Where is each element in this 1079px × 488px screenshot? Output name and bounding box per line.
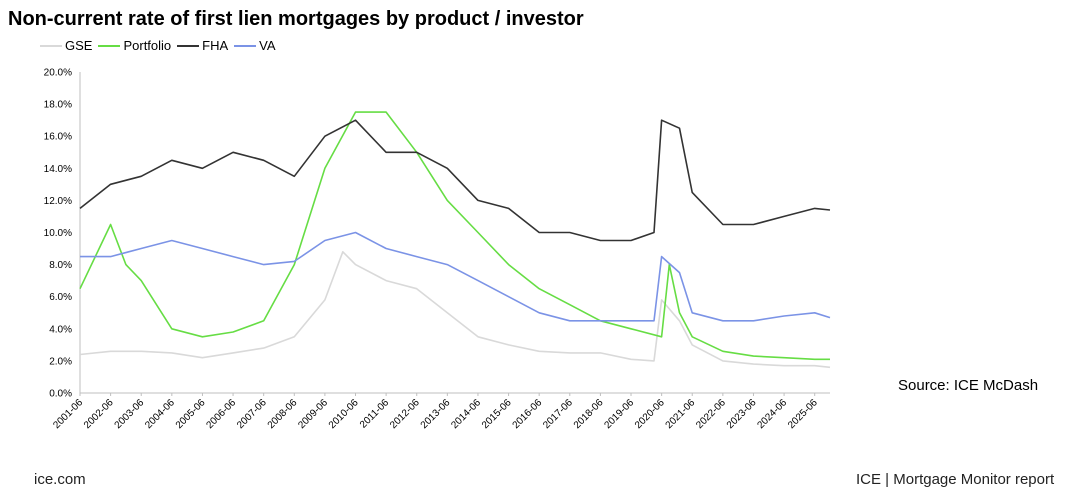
x-tick-label: 2004-06 (143, 397, 177, 431)
chart-title: Non-current rate of first lien mortgages… (8, 8, 584, 30)
y-tick-label: 12.0% (44, 196, 72, 207)
x-tick-label: 2014-06 (449, 397, 483, 431)
legend-label: FHA (202, 38, 229, 53)
legend-item-fha: FHA (177, 38, 228, 53)
x-tick-label: 2011-06 (358, 397, 392, 431)
x-tick-label: 2006-06 (204, 397, 238, 431)
footer-site: ice.com (34, 471, 86, 488)
legend-swatch (177, 44, 200, 47)
x-tick-label: 2016-06 (511, 397, 545, 431)
x-tick-label: 2022-06 (694, 397, 728, 431)
x-tick-label: 2007-06 (235, 397, 269, 431)
x-tick-label: 2008-06 (266, 397, 300, 431)
x-tick-label: 2012-06 (388, 397, 422, 431)
y-tick-label: 8.0% (49, 260, 72, 271)
legend-item-gse: GSE (40, 38, 92, 53)
x-tick-label: 2005-06 (174, 397, 208, 431)
source-note: Source: ICE McDash (898, 377, 1039, 394)
x-tick-label: 2019-06 (602, 397, 636, 431)
x-tick-label: 2001-06 (51, 397, 85, 431)
x-tick-label: 2021-06 (664, 397, 698, 431)
legend-swatch (98, 44, 121, 47)
chart-legend: GSE Portfolio FHA VA (40, 38, 276, 53)
x-tick-label: 2015-06 (480, 397, 514, 431)
x-tick-label: 2020-06 (633, 397, 667, 431)
x-tick-label: 2013-06 (419, 397, 453, 431)
series-line-gse (79, 251, 831, 369)
y-tick-label: 2.0% (49, 356, 72, 367)
y-tick-label: 4.0% (49, 324, 72, 335)
legend-item-va: VA (234, 38, 276, 53)
x-tick-label: 2003-06 (113, 397, 147, 431)
legend-item-portfolio: Portfolio (98, 38, 171, 53)
legend-swatch (40, 44, 62, 47)
x-tick-label: 2025-06 (786, 397, 820, 431)
y-tick-label: 0.0% (49, 389, 72, 400)
y-tick-label: 10.0% (44, 228, 72, 239)
legend-swatch (234, 44, 257, 47)
y-tick-label: 20.0% (44, 68, 72, 79)
y-tick-label: 6.0% (49, 292, 72, 303)
x-tick-label: 2017-06 (541, 397, 575, 431)
y-tick-label: 18.0% (44, 100, 72, 111)
series-line-fha (79, 119, 831, 242)
y-tick-label: 16.0% (44, 132, 72, 143)
y-tick-label: 14.0% (44, 164, 72, 175)
x-tick-label: 2009-06 (296, 397, 330, 431)
x-tick-label: 2023-06 (725, 397, 759, 431)
x-tick-label: 2002-06 (82, 397, 116, 431)
x-tick-label: 2024-06 (755, 397, 789, 431)
legend-label: VA (259, 38, 276, 53)
x-tick-label: 2010-06 (327, 397, 361, 431)
series-line-va (80, 231, 831, 322)
legend-label: Portfolio (123, 38, 172, 53)
series-line-portfolio (79, 111, 830, 361)
x-tick-label: 2018-06 (572, 397, 606, 431)
legend-label: GSE (65, 38, 93, 53)
footer-report: ICE | Mortgage Monitor report (856, 471, 1055, 488)
